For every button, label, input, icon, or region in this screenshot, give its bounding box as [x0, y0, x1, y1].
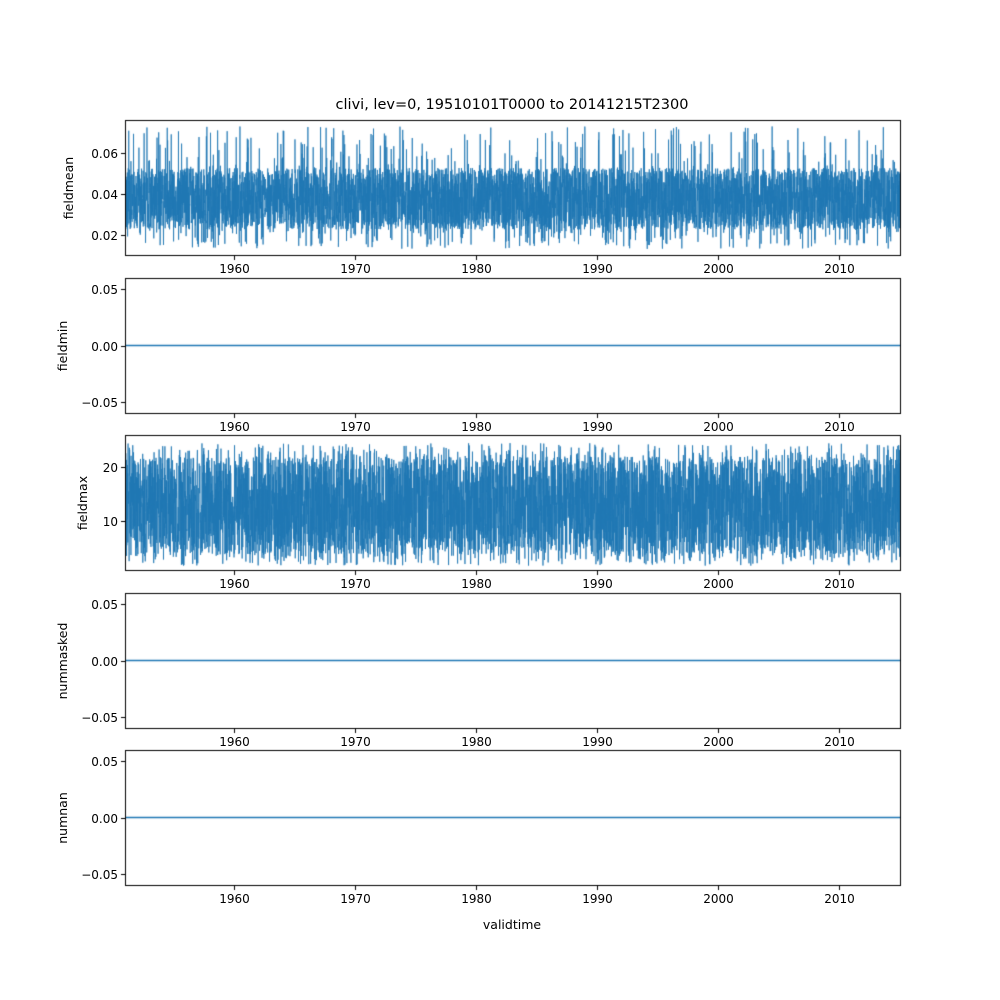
figure-title: clivi, lev=0, 19510101T0000 to 20141215T…: [335, 97, 689, 113]
y-tick-label: 0.00: [91, 811, 118, 826]
y-tick-label: 0.05: [91, 282, 118, 297]
y-tick-label: −0.05: [81, 867, 118, 882]
x-tick-label: 1990: [582, 892, 613, 906]
y-tick-label: −0.05: [81, 710, 118, 725]
x-axis-label: validtime: [482, 917, 542, 932]
x-tick-label: 2010: [824, 735, 855, 749]
x-tick-label: 1980: [461, 577, 492, 591]
x-tick-label: 1970: [340, 262, 371, 276]
x-tick-label: 1980: [461, 735, 492, 749]
x-tick-label: 1990: [582, 577, 613, 591]
x-tick-label: 1970: [340, 735, 371, 749]
x-tick-label: 2010: [824, 420, 855, 434]
y-tick-label: 0.06: [91, 146, 118, 161]
x-tick-label: 1960: [219, 892, 250, 906]
x-tick-label: 1980: [461, 262, 492, 276]
x-tick-label: 2000: [703, 892, 734, 906]
x-tick-label: 1970: [340, 577, 371, 591]
x-tick-label: 1970: [340, 420, 371, 434]
y-tick-label: −0.05: [81, 395, 118, 410]
y-tick-label: 0.00: [91, 654, 118, 669]
y-axis-label: fieldmin: [55, 320, 70, 371]
y-tick-label: 0.05: [91, 754, 118, 769]
x-tick-label: 2000: [703, 262, 734, 276]
x-tick-label: 1970: [340, 892, 371, 906]
x-tick-label: 2000: [703, 577, 734, 591]
x-tick-label: 1990: [582, 735, 613, 749]
y-tick-label: 0.02: [91, 228, 118, 243]
y-tick-label: 0.04: [91, 187, 118, 202]
x-tick-label: 2010: [824, 892, 855, 906]
x-tick-label: 2000: [703, 735, 734, 749]
y-tick-label: 0.00: [91, 339, 118, 354]
y-axis-label: numnan: [55, 791, 70, 844]
x-tick-label: 1960: [219, 577, 250, 591]
x-tick-label: 2010: [824, 262, 855, 276]
y-tick-label: 10: [102, 514, 118, 529]
y-axis-label: fieldmax: [75, 475, 90, 530]
y-tick-label: 20: [102, 460, 118, 475]
y-tick-label: 0.05: [91, 597, 118, 612]
x-tick-label: 1980: [461, 892, 492, 906]
x-tick-label: 1960: [219, 262, 250, 276]
x-tick-label: 2010: [824, 577, 855, 591]
x-tick-label: 2000: [703, 420, 734, 434]
x-tick-label: 1990: [582, 420, 613, 434]
x-tick-label: 1980: [461, 420, 492, 434]
x-tick-label: 1990: [582, 262, 613, 276]
x-tick-label: 1960: [219, 735, 250, 749]
x-tick-label: 1960: [219, 420, 250, 434]
